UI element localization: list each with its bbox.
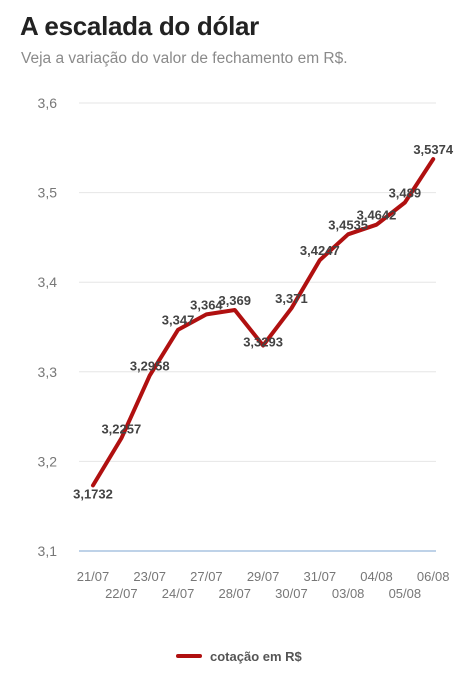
x-tick-label: 05/08 [389, 586, 422, 601]
data-label: 3,3293 [243, 335, 283, 350]
chart-subtitle: Veja a variação do valor de fechamento e… [21, 50, 348, 67]
y-tick-label: 3,5 [38, 185, 58, 201]
y-tick-label: 3,4 [38, 274, 58, 290]
x-tick-label: 24/07 [162, 586, 195, 601]
data-label: 3,5374 [413, 142, 454, 157]
data-label: 3,347 [162, 313, 195, 328]
x-tick-label: 28/07 [218, 586, 251, 601]
legend-swatch [176, 654, 202, 658]
y-tick-label: 3,2 [38, 453, 58, 469]
y-tick-label: 3,6 [38, 95, 58, 111]
y-tick-label: 3,3 [38, 364, 58, 380]
data-label: 3,2958 [130, 359, 170, 374]
x-tick-label: 22/07 [105, 586, 138, 601]
legend: cotação em R$ [176, 646, 302, 666]
data-label: 3,369 [218, 293, 251, 308]
data-label: 3,4247 [300, 243, 340, 258]
y-tick-label: 3,1 [38, 543, 58, 559]
y-axis-ticks: 3,1 3,2 3,3 3,4 3,5 3,6 [38, 95, 58, 559]
x-tick-label: 27/07 [190, 569, 223, 584]
x-tick-label: 04/08 [360, 569, 393, 584]
data-label: 3,371 [275, 291, 308, 306]
data-label: 3,4535 [328, 217, 368, 232]
x-tick-label: 30/07 [275, 586, 308, 601]
x-tick-label: 21/07 [77, 569, 110, 584]
data-label: 3,2257 [101, 421, 141, 436]
series-line-cotacao [91, 157, 436, 488]
x-tick-label: 31/07 [304, 569, 337, 584]
legend-label: cotação em R$ [210, 648, 302, 664]
x-tick-label: 03/08 [332, 586, 365, 601]
x-tick-label: 23/07 [133, 569, 166, 584]
gridlines [79, 102, 436, 552]
data-label: 3,1732 [73, 486, 113, 501]
line-chart: 3,13,23,33,43,53,6 21/0722/0723/0724/072… [38, 95, 454, 601]
chart-title: A escalada do dólar [20, 11, 259, 41]
x-axis-ticks: 21/07 22/07 23/07 24/07 27/07 28/07 29/07 30/07… [77, 569, 450, 601]
data-label: 3,4642 [357, 208, 397, 223]
data-label: 3,364 [190, 297, 223, 312]
x-tick-label: 29/07 [247, 569, 280, 584]
x-tick-label: 06/08 [417, 569, 450, 584]
data-label: 3,489 [389, 185, 422, 200]
